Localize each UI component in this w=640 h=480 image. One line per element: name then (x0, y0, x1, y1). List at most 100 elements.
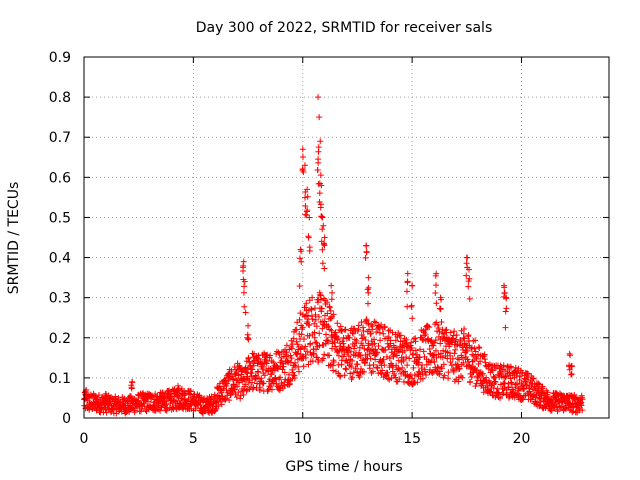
data-point (468, 344, 475, 351)
data-point (435, 325, 442, 332)
data-point (426, 324, 433, 331)
data-point (239, 264, 246, 271)
data-point (473, 366, 480, 373)
data-point (100, 397, 107, 404)
y-tick-label: 0.5 (49, 210, 71, 226)
data-point (566, 366, 573, 373)
data-point (320, 355, 327, 362)
data-point (380, 330, 387, 337)
data-point (300, 363, 307, 370)
data-point (301, 313, 308, 320)
y-tick-labels: 0 0.1 0.2 0.3 0.4 0.5 0.6 0.7 0.8 0.9 (49, 50, 71, 427)
data-point (312, 316, 319, 323)
x-tick-label: 10 (294, 431, 312, 447)
data-point (290, 335, 297, 342)
data-point (523, 381, 530, 388)
data-point (432, 272, 439, 279)
data-point (226, 397, 233, 404)
data-point (358, 319, 365, 326)
data-point (365, 320, 372, 327)
data-point (279, 366, 286, 373)
data-point (249, 379, 255, 386)
data-point (438, 350, 444, 357)
data-point (380, 356, 387, 363)
data-point (280, 363, 287, 370)
data-point (258, 375, 265, 382)
data-point (449, 355, 456, 362)
data-point (290, 372, 297, 379)
data-point (243, 387, 250, 394)
data-point (347, 370, 354, 377)
data-point (512, 364, 519, 371)
data-point (421, 368, 428, 375)
data-point (316, 342, 323, 349)
data-point (298, 258, 305, 265)
data-point (231, 386, 238, 393)
data-point (363, 248, 370, 255)
data-point (501, 289, 508, 296)
data-point (355, 326, 362, 333)
data-point (421, 332, 428, 339)
data-point (306, 247, 313, 254)
data-point (530, 375, 537, 382)
data-point (314, 299, 321, 306)
data-point (270, 359, 277, 366)
data-point (408, 345, 415, 352)
data-point (320, 222, 327, 229)
data-point (396, 376, 403, 383)
y-tick-label: 0.1 (49, 371, 71, 387)
data-point (303, 208, 310, 215)
data-point (103, 409, 110, 416)
data-point (94, 396, 101, 403)
data-point (568, 371, 575, 378)
data-point (406, 355, 413, 362)
data-point (230, 376, 237, 383)
data-point (372, 356, 379, 363)
data-point (362, 336, 369, 343)
data-point (377, 337, 384, 344)
data-point (409, 375, 416, 382)
data-point (240, 387, 247, 394)
data-point (304, 193, 311, 200)
data-point (224, 380, 231, 387)
data-point (205, 408, 212, 415)
chart-title: Day 300 of 2022, SRMTID for receiver sal… (196, 20, 492, 36)
data-point (356, 374, 363, 381)
data-point (539, 383, 546, 390)
data-point (456, 365, 463, 372)
data-point (473, 355, 480, 362)
data-point (241, 278, 248, 285)
data-point (359, 342, 366, 349)
data-point (361, 345, 368, 352)
data-point (288, 345, 295, 352)
data-point (485, 365, 492, 372)
data-point (437, 306, 444, 313)
data-point (268, 386, 275, 393)
x-tick-label: 5 (189, 431, 198, 447)
data-point (484, 383, 491, 390)
data-point (211, 391, 218, 398)
data-point (397, 332, 404, 339)
data-point (298, 248, 305, 255)
data-point (365, 342, 372, 349)
data-point (152, 403, 159, 410)
data-point (423, 372, 430, 379)
data-point (349, 357, 356, 364)
data-point (537, 395, 544, 402)
data-point (466, 295, 473, 302)
data-point (352, 365, 359, 372)
data-point (370, 361, 377, 368)
x-axis-title: GPS time / hours (285, 459, 402, 475)
data-point (408, 303, 415, 310)
data-point (250, 384, 257, 391)
data-point (407, 342, 414, 349)
data-point (102, 406, 109, 413)
data-point (255, 355, 262, 362)
data-point (313, 340, 320, 347)
data-point (312, 339, 319, 346)
data-point (451, 350, 458, 357)
data-point (345, 353, 352, 360)
data-point (291, 375, 298, 382)
data-point (448, 362, 455, 369)
data-point (440, 334, 447, 341)
